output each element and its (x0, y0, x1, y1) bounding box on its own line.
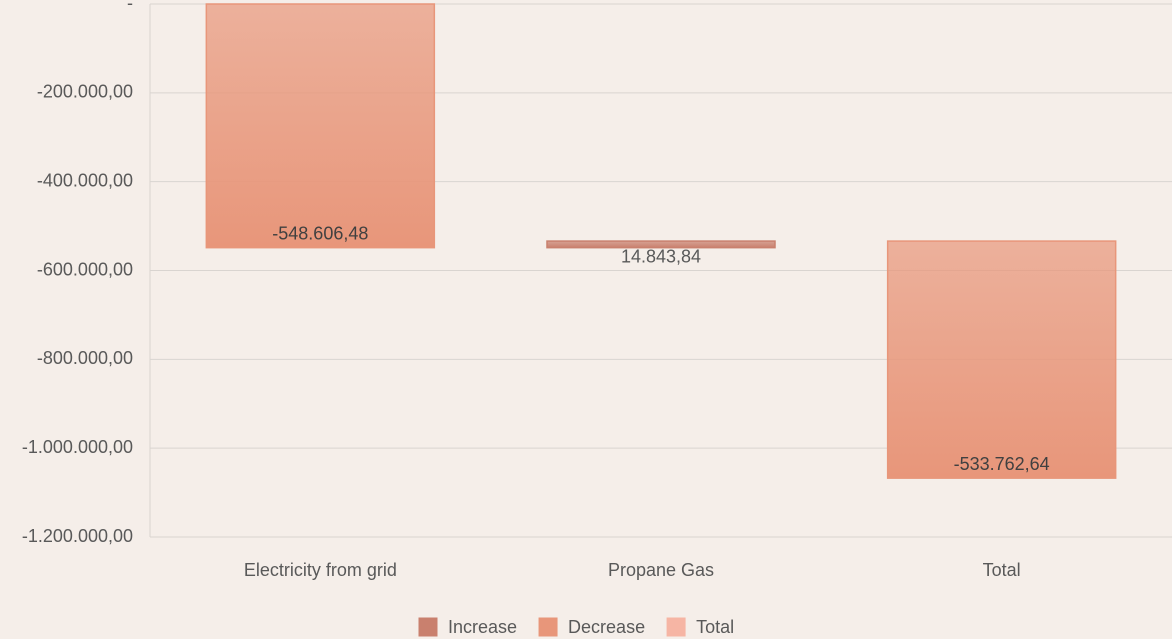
data-label: 14.843,84 (621, 246, 701, 266)
legend-swatch (418, 617, 438, 637)
data-label: -548.606,48 (272, 223, 368, 243)
bar (546, 240, 776, 249)
legend-label: Decrease (568, 617, 645, 637)
x-tick-label: Propane Gas (608, 560, 714, 580)
bar (205, 3, 436, 249)
legend-swatch (538, 617, 558, 637)
y-tick-label: -1.200.000,00 (22, 526, 133, 546)
bar (886, 240, 1117, 479)
legend-swatch (666, 617, 686, 637)
legend: Increase Decrease Total (418, 617, 734, 637)
y-tick-label: -600.000,00 (37, 259, 133, 279)
y-tick-label: -800.000,00 (37, 348, 133, 368)
legend-label: Increase (448, 617, 517, 637)
x-tick-label: Total (983, 560, 1021, 580)
data-label: -533.762,64 (954, 454, 1050, 474)
legend-label: Total (696, 617, 734, 637)
y-tick-label: -400.000,00 (37, 170, 133, 190)
y-tick-label: -200.000,00 (37, 82, 133, 102)
y-tick-label: -1.000.000,00 (22, 437, 133, 457)
y-tick-label: - (127, 0, 133, 13)
x-tick-label: Electricity from grid (244, 560, 397, 580)
